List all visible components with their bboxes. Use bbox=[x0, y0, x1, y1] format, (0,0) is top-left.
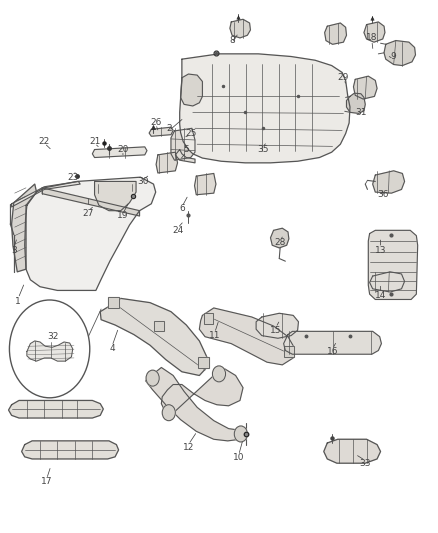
Text: 14: 14 bbox=[375, 291, 386, 300]
Polygon shape bbox=[346, 93, 365, 114]
Text: 18: 18 bbox=[366, 34, 378, 43]
Bar bbox=[198, 357, 209, 368]
Text: 28: 28 bbox=[275, 238, 286, 247]
Text: 27: 27 bbox=[82, 209, 94, 218]
Polygon shape bbox=[149, 127, 173, 136]
Bar bbox=[285, 346, 294, 357]
Text: 4: 4 bbox=[109, 344, 115, 353]
Text: 25: 25 bbox=[185, 129, 196, 138]
Polygon shape bbox=[180, 74, 202, 106]
Text: 17: 17 bbox=[41, 478, 52, 486]
Polygon shape bbox=[92, 147, 147, 158]
Polygon shape bbox=[27, 341, 73, 361]
Text: 11: 11 bbox=[209, 331, 220, 340]
Polygon shape bbox=[284, 332, 381, 354]
Text: 5: 5 bbox=[184, 145, 189, 154]
Bar bbox=[204, 313, 213, 324]
Text: 6: 6 bbox=[179, 204, 185, 213]
Text: 24: 24 bbox=[172, 226, 183, 235]
Bar bbox=[108, 297, 119, 308]
Polygon shape bbox=[373, 171, 405, 193]
Polygon shape bbox=[324, 439, 381, 463]
Polygon shape bbox=[230, 19, 251, 38]
Circle shape bbox=[234, 426, 247, 442]
Text: 22: 22 bbox=[39, 137, 50, 146]
Circle shape bbox=[146, 370, 159, 386]
Text: 15: 15 bbox=[270, 326, 282, 335]
Polygon shape bbox=[175, 150, 195, 163]
Polygon shape bbox=[194, 173, 216, 195]
Text: 23: 23 bbox=[67, 173, 78, 182]
Polygon shape bbox=[271, 228, 289, 248]
Bar bbox=[285, 346, 294, 357]
Polygon shape bbox=[364, 22, 385, 42]
Text: 16: 16 bbox=[327, 347, 338, 356]
Text: 20: 20 bbox=[117, 145, 129, 154]
Polygon shape bbox=[171, 128, 195, 160]
Text: 29: 29 bbox=[338, 73, 349, 82]
Text: 35: 35 bbox=[257, 145, 268, 154]
Text: 9: 9 bbox=[391, 52, 396, 61]
Bar bbox=[153, 321, 164, 332]
Bar bbox=[198, 357, 209, 368]
Polygon shape bbox=[12, 181, 80, 207]
Text: 31: 31 bbox=[355, 108, 367, 117]
Polygon shape bbox=[161, 368, 243, 414]
Polygon shape bbox=[370, 272, 405, 292]
Polygon shape bbox=[21, 441, 119, 459]
Text: 32: 32 bbox=[47, 332, 59, 341]
Text: 1: 1 bbox=[15, 296, 21, 305]
Polygon shape bbox=[199, 308, 294, 365]
Polygon shape bbox=[384, 41, 416, 66]
Text: 10: 10 bbox=[233, 454, 244, 463]
Polygon shape bbox=[42, 188, 140, 216]
Circle shape bbox=[212, 366, 226, 382]
Polygon shape bbox=[353, 76, 377, 99]
Polygon shape bbox=[156, 152, 177, 173]
Polygon shape bbox=[325, 23, 346, 44]
Polygon shape bbox=[12, 184, 36, 272]
Circle shape bbox=[10, 300, 90, 398]
Text: 26: 26 bbox=[150, 118, 161, 127]
Text: 30: 30 bbox=[137, 177, 148, 186]
Polygon shape bbox=[256, 313, 298, 338]
Bar bbox=[153, 321, 164, 332]
Text: 12: 12 bbox=[183, 443, 194, 452]
Text: 21: 21 bbox=[89, 137, 100, 146]
Text: 13: 13 bbox=[375, 246, 386, 255]
Text: 2: 2 bbox=[166, 124, 172, 133]
Circle shape bbox=[162, 405, 175, 421]
Polygon shape bbox=[95, 181, 136, 211]
Polygon shape bbox=[146, 368, 244, 441]
Text: 33: 33 bbox=[360, 459, 371, 467]
Polygon shape bbox=[25, 177, 155, 290]
Polygon shape bbox=[9, 400, 103, 418]
Text: 19: 19 bbox=[117, 212, 129, 221]
Bar bbox=[108, 297, 119, 308]
Text: 8: 8 bbox=[229, 36, 235, 45]
Text: 3: 3 bbox=[11, 246, 17, 255]
Bar bbox=[204, 313, 213, 324]
Polygon shape bbox=[180, 54, 350, 163]
Polygon shape bbox=[100, 298, 207, 375]
Text: 36: 36 bbox=[377, 190, 389, 199]
Polygon shape bbox=[368, 230, 418, 300]
